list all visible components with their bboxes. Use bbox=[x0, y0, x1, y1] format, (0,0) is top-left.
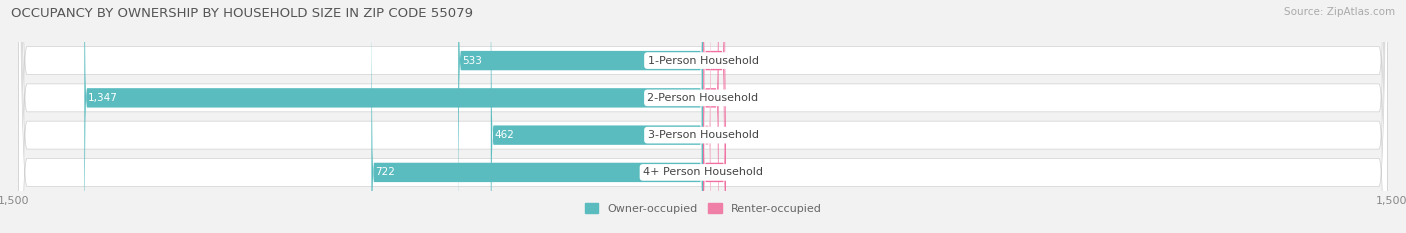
Text: 1-Person Household: 1-Person Household bbox=[648, 56, 758, 65]
FancyBboxPatch shape bbox=[18, 0, 1388, 233]
Text: 3-Person Household: 3-Person Household bbox=[648, 130, 758, 140]
Text: 722: 722 bbox=[375, 168, 395, 177]
Text: 34: 34 bbox=[724, 93, 737, 103]
FancyBboxPatch shape bbox=[703, 0, 711, 233]
FancyBboxPatch shape bbox=[703, 0, 725, 233]
Text: 4+ Person Household: 4+ Person Household bbox=[643, 168, 763, 177]
FancyBboxPatch shape bbox=[371, 0, 703, 233]
FancyBboxPatch shape bbox=[18, 0, 1388, 233]
Text: 47: 47 bbox=[730, 56, 744, 65]
FancyBboxPatch shape bbox=[18, 0, 1388, 233]
Text: OCCUPANCY BY OWNERSHIP BY HOUSEHOLD SIZE IN ZIP CODE 55079: OCCUPANCY BY OWNERSHIP BY HOUSEHOLD SIZE… bbox=[11, 7, 474, 20]
FancyBboxPatch shape bbox=[18, 0, 1388, 233]
Text: Source: ZipAtlas.com: Source: ZipAtlas.com bbox=[1284, 7, 1395, 17]
Text: 17: 17 bbox=[716, 130, 730, 140]
FancyBboxPatch shape bbox=[84, 0, 703, 233]
FancyBboxPatch shape bbox=[703, 0, 718, 233]
Text: 533: 533 bbox=[461, 56, 482, 65]
Text: 2-Person Household: 2-Person Household bbox=[647, 93, 759, 103]
Text: 1,347: 1,347 bbox=[89, 93, 118, 103]
Text: 50: 50 bbox=[731, 168, 745, 177]
FancyBboxPatch shape bbox=[703, 0, 724, 233]
FancyBboxPatch shape bbox=[491, 0, 703, 233]
FancyBboxPatch shape bbox=[458, 0, 703, 233]
Legend: Owner-occupied, Renter-occupied: Owner-occupied, Renter-occupied bbox=[581, 199, 825, 218]
Text: 462: 462 bbox=[495, 130, 515, 140]
